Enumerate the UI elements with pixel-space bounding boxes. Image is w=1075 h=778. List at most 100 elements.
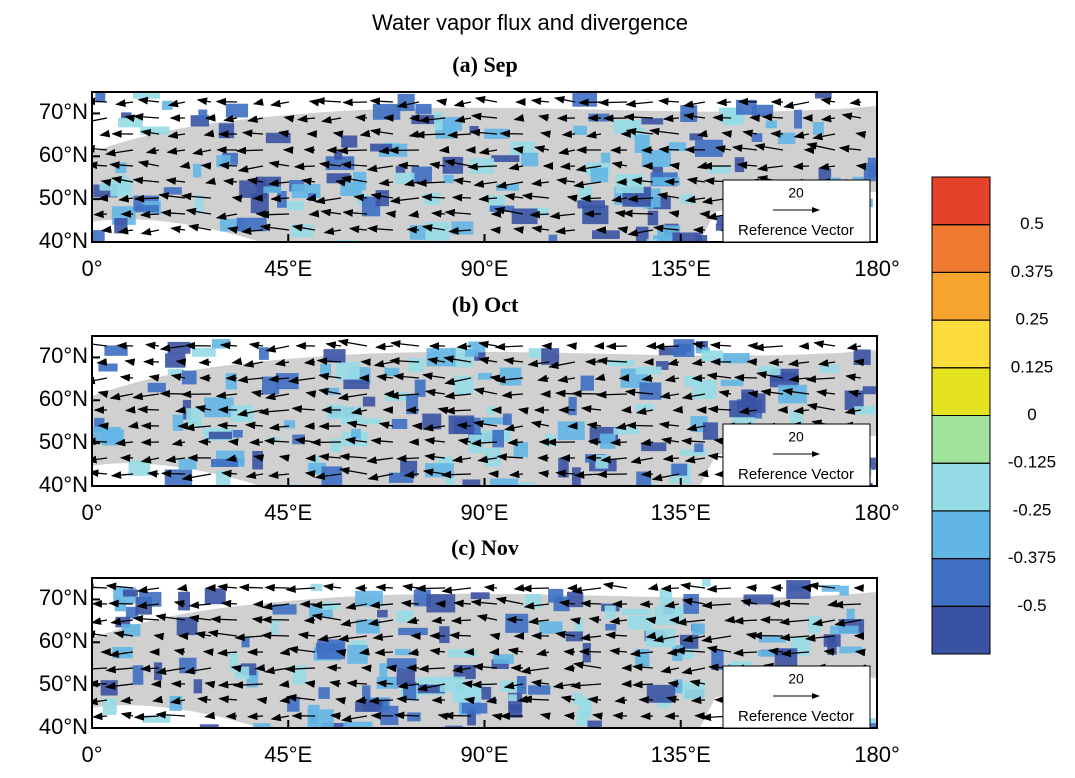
flux-vector [596,357,628,365]
y-tick-label: 40°N [39,228,88,253]
flux-vector [653,342,680,351]
divergence-cell [123,589,138,597]
flux-vector [494,206,524,215]
flux-vector [353,193,368,202]
flux-vector [681,597,706,606]
flux-vector [452,177,472,186]
divergence-cell [544,434,557,447]
flux-vector [258,407,290,416]
colorbar-box [931,271,991,321]
flux-vector [473,420,498,428]
flux-vector [756,163,784,172]
divergence-cell [308,193,317,202]
flux-vector [681,666,706,675]
flux-vector [558,599,576,608]
flux-vector [560,695,576,703]
flux-vector [181,473,212,482]
flux-vector [760,388,784,397]
flux-vector [253,454,265,462]
flux-vector [319,160,342,169]
flux-vector [99,129,111,138]
flux-vector [108,650,134,658]
flux-vector [817,359,836,367]
divergence-cell [548,234,558,242]
divergence-cell [539,621,563,634]
divergence-cell [672,232,702,242]
flux-vector [617,226,629,234]
flux-vector [627,194,654,203]
flux-vector [453,599,472,608]
flux-vector [749,114,761,123]
divergence-cell [186,408,203,427]
colorbar-label: -0.5 [1017,596,1046,615]
flux-vector [469,128,498,137]
flux-vector [664,374,680,383]
flux-vector [489,374,501,383]
flux-vector [366,456,394,465]
flux-vector [234,633,264,642]
flux-vector [92,630,108,639]
divergence-cell [132,92,161,99]
flux-vector [155,710,186,719]
flux-vector [418,115,446,124]
divergence-cell [639,382,662,400]
flux-vector [528,617,550,625]
flux-vector [681,392,706,401]
flux-vector [424,388,446,397]
colorbar-label: 0.125 [1011,357,1054,376]
divergence-cell [340,182,363,197]
flux-vector [783,101,810,109]
flux-vector [721,130,733,138]
flux-vector [793,131,810,139]
flux-vector [427,356,446,365]
divergence-cell [236,217,267,232]
flux-vector [346,679,368,688]
flux-vector [501,391,524,399]
flux-vector [338,467,368,475]
flux-vector [256,696,268,705]
divergence-cell [165,353,186,368]
divergence-cell [277,190,287,208]
flux-vector [389,357,420,365]
divergence-cell [320,363,332,377]
flux-vector [517,695,529,703]
flux-vector [344,436,368,445]
flux-vector [378,178,394,187]
divergence-cell [814,92,832,99]
flux-vector [706,372,732,381]
flux-vector [780,649,810,658]
flux-vector [609,616,628,625]
divergence-cell [692,380,717,400]
flux-vector [248,438,264,447]
flux-vector [396,454,420,463]
flux-vector [508,162,524,171]
flux-vector [805,375,836,383]
divergence-cell [541,348,560,365]
flux-vector [192,147,212,156]
divergence-cell [229,651,238,671]
flux-vector [145,146,160,155]
flux-vector [507,647,524,656]
flux-vector [662,454,680,463]
flux-vector [375,583,394,592]
divergence-cell [605,623,617,631]
flux-vector [97,194,109,202]
divergence-cell [407,712,421,722]
flux-vector [396,100,420,109]
divergence-cell [341,135,358,148]
divergence-cell [377,609,388,618]
divergence-cell [121,624,141,637]
colorbar-box [931,462,991,512]
flux-vector [100,178,112,187]
flux-vector [329,712,342,720]
flux-vector [124,114,136,123]
flux-vector [640,470,654,478]
flux-vector [504,192,524,201]
divergence-cell [572,692,583,706]
flux-vector [812,132,836,141]
flux-vector [478,356,498,365]
divergence-cell [307,709,334,728]
flux-vector [92,144,108,153]
flux-vector [674,646,706,655]
x-tick-label: 135°E [651,256,711,281]
